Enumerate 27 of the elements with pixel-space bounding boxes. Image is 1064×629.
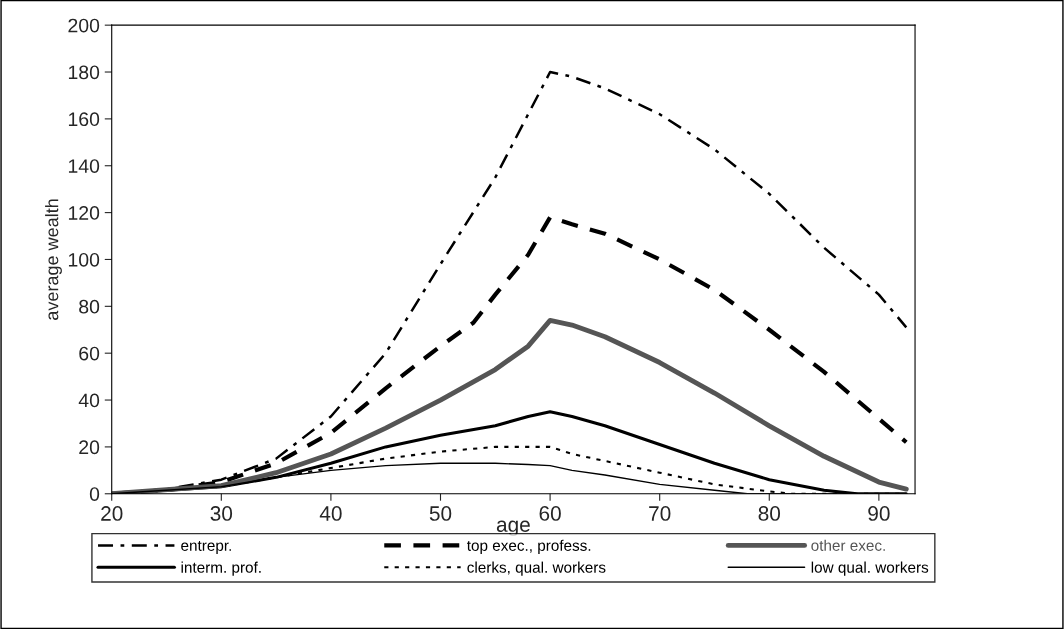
legend-label: low qual. workers (811, 561, 929, 576)
legend-label: interm. prof. (181, 561, 261, 576)
y-tick-label: 40 (78, 393, 100, 408)
y-tick-label: 200 (68, 18, 100, 33)
x-tick-label: 30 (210, 506, 233, 521)
y-tick-label: 0 (89, 487, 100, 501)
legend-label: other exec. (811, 539, 885, 551)
x-tick-label: 70 (649, 506, 671, 521)
legend-label: entrepr. (181, 540, 231, 554)
x-tick-label: 90 (868, 506, 890, 521)
x-tick-label: 60 (539, 506, 561, 521)
y-tick-label: 80 (79, 299, 100, 314)
x-axis-title: age (496, 520, 530, 537)
x-tick-label: 50 (429, 506, 452, 521)
y-tick-label: 60 (79, 346, 100, 361)
y-tick-label: 20 (79, 440, 100, 455)
x-tick-label: 80 (758, 506, 781, 521)
x-tick-label: 40 (319, 506, 342, 521)
y-tick-label: 140 (68, 159, 100, 173)
y-tick-label: 180 (68, 65, 100, 80)
y-axis-title: average wealth (45, 199, 62, 320)
y-tick-label: 160 (68, 112, 100, 127)
legend-label: clerks, qual. workers (467, 561, 606, 576)
y-tick-label: 100 (68, 252, 100, 267)
y-tick-label: 120 (68, 206, 100, 220)
x-tick-label: 20 (101, 506, 123, 521)
legend-label: top exec., profess. (466, 539, 591, 554)
